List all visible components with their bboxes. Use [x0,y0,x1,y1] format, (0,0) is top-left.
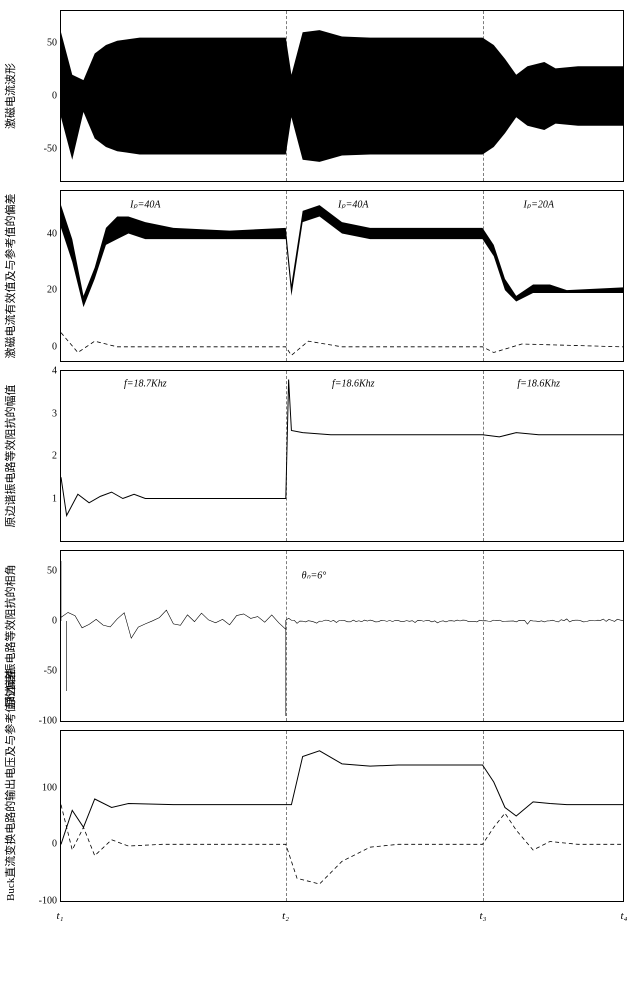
ytick: 3 [52,408,61,419]
annotation: Iₚ=40A [338,200,368,211]
ylabel: 激磁电流波形 [2,11,18,181]
annotation: Iₚ=20A [523,200,553,211]
chart-row-1: 激磁电流有效值及与参考值的偏差02040Iₚ=40AIₚ=40AIₚ=20A [10,190,624,362]
ytick: 1 [52,493,61,504]
xtick: t₁ [57,910,64,922]
xtick: t₄ [621,910,628,922]
chart-area: 1234f=18.7Khzf=18.6Khzf=18.6Khz [60,370,624,542]
ylabel: 原边谐振电路等效阻抗的幅值 [2,371,18,541]
annotation: f=18.6Khz [517,378,560,389]
chart-row-3: 原边谐振电路等效阻抗的相角-100-50050θₙ=6° [10,550,624,722]
ytick: 0 [52,839,61,850]
annotation: θₙ=6° [302,571,327,582]
annotation: f=18.6Khz [332,378,375,389]
ytick: 2 [52,451,61,462]
annotation: f=18.7Khz [124,378,167,389]
chart-row-0: 激磁电流波形-50050 [10,10,624,182]
chart-area: -50050 [60,10,624,182]
chart-svg [61,191,623,361]
ytick: 50 [47,37,61,48]
ytick: 4 [52,366,61,377]
x-axis: t₁t₂t₃t₄ [60,910,624,926]
ytick: -50 [44,144,61,155]
chart-svg [61,731,623,901]
ytick: 0 [52,91,61,102]
chart-svg [61,11,623,181]
chart-area: -1000100 [60,730,624,902]
ytick: 50 [47,566,61,577]
ytick: 40 [47,228,61,239]
ytick: 20 [47,285,61,296]
ytick: 100 [42,782,61,793]
ytick: 0 [52,341,61,352]
ytick: -100 [39,896,61,907]
ylabel: Buck直流变换电路的输出电压及与参考值的偏差 [2,731,18,901]
ytick: 0 [52,616,61,627]
xtick: t₃ [480,910,487,922]
chart-svg [61,371,623,541]
xtick: t₂ [282,910,289,922]
chart-area: -100-50050θₙ=6° [60,550,624,722]
chart-svg [61,551,623,721]
ytick: -50 [44,666,61,677]
annotation: Iₚ=40A [130,200,160,211]
chart-row-2: 原边谐振电路等效阻抗的幅值1234f=18.7Khzf=18.6Khzf=18.… [10,370,624,542]
chart-row-4: Buck直流变换电路的输出电压及与参考值的偏差-1000100 [10,730,624,902]
ylabel: 激磁电流有效值及与参考值的偏差 [2,191,18,361]
ytick: -100 [39,716,61,727]
chart-area: 02040Iₚ=40AIₚ=40AIₚ=20A [60,190,624,362]
